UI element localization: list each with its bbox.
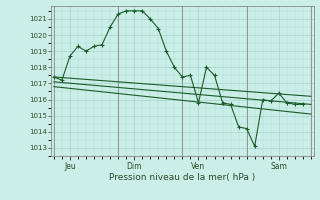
- X-axis label: Pression niveau de la mer( hPa ): Pression niveau de la mer( hPa ): [109, 173, 256, 182]
